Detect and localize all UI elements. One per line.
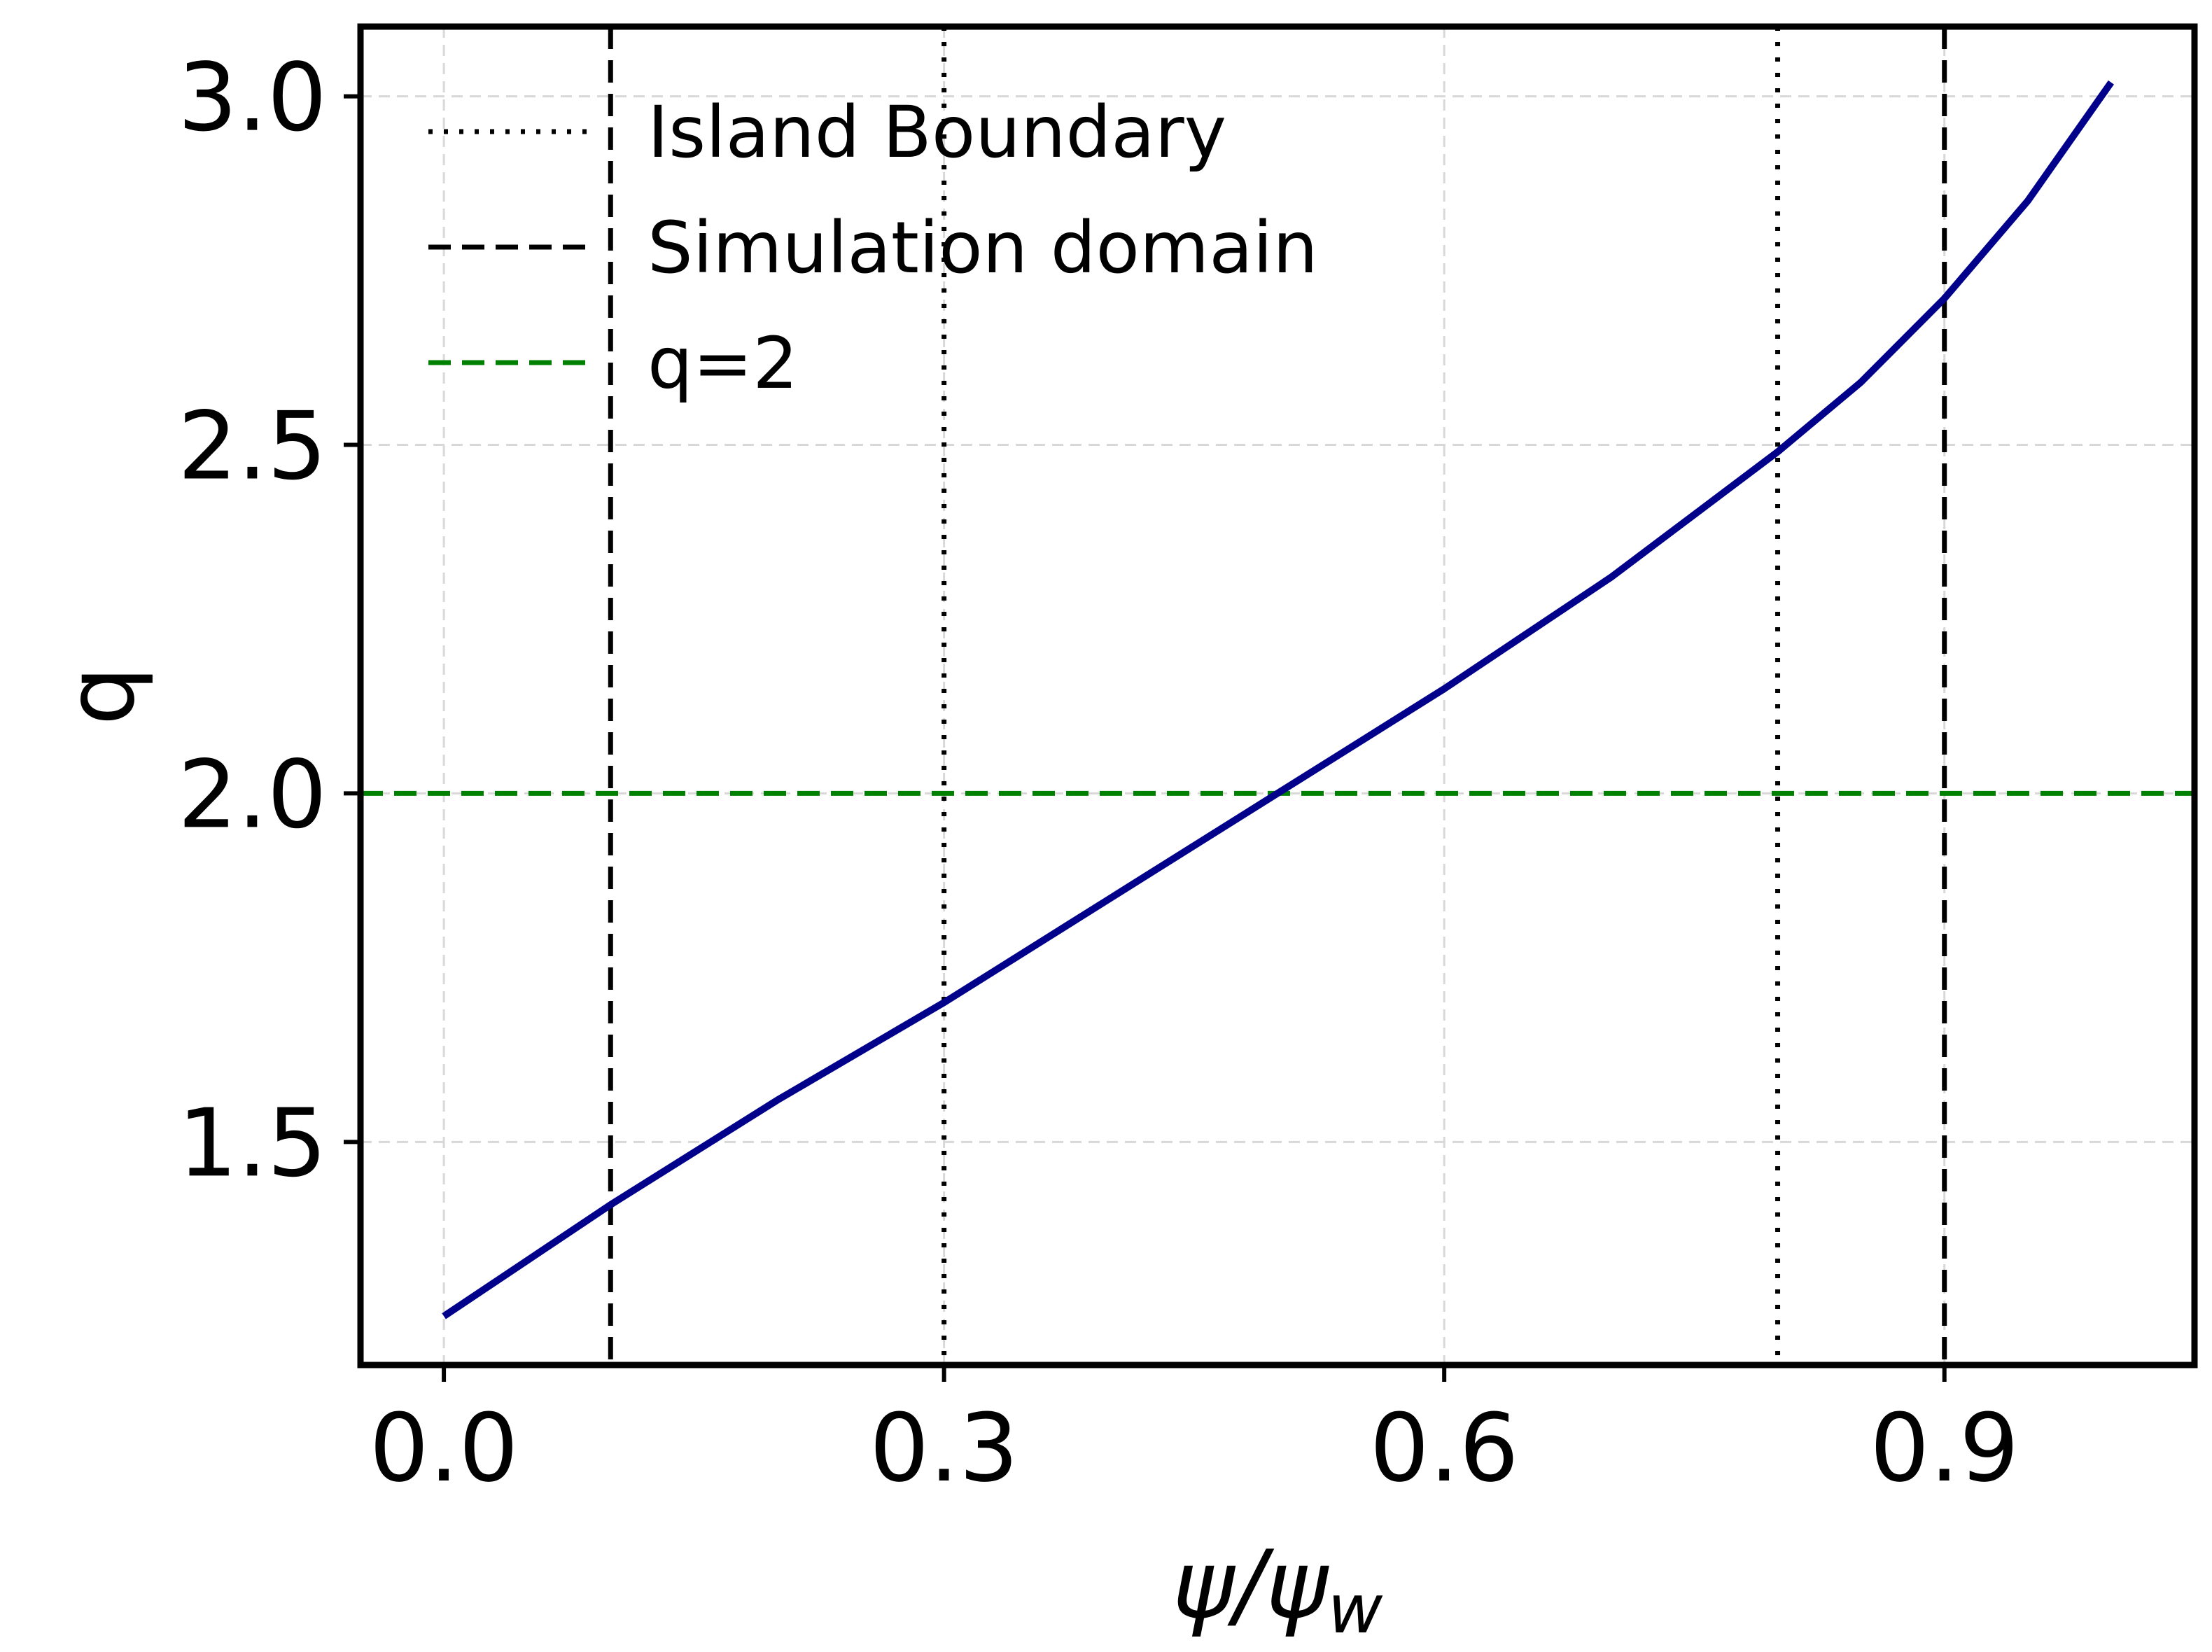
y-tick-label: 2.5: [178, 392, 327, 501]
y-tick-label: 2.0: [178, 740, 327, 849]
legend-label: Island Boundary: [648, 91, 1226, 174]
x-tick-label: 0.0: [370, 1394, 519, 1503]
y-axis-label: q: [46, 666, 155, 725]
legend-label: Simulation domain: [648, 206, 1318, 290]
x-tick-label: 0.6: [1370, 1394, 1519, 1503]
ticks: 0.0 0.3 0.6 0.9 1.5 2.0 2.5 3.0: [178, 43, 2019, 1503]
q-profile-line: [442, 80, 2114, 1320]
x-tick-label: 0.9: [1870, 1394, 2019, 1503]
legend: Island Boundary Simulation domain q=2: [428, 91, 1318, 405]
series-layer: [442, 80, 2114, 1320]
x-axis-label: ψ/ψw: [1172, 1530, 1383, 1648]
x-axis-label-subscript: w: [1328, 1570, 1383, 1648]
y-tick-label: 1.5: [178, 1088, 327, 1198]
plot-frame: [357, 23, 2198, 1368]
legend-label: q=2: [648, 322, 798, 405]
x-tick-label: 0.3: [869, 1394, 1018, 1503]
x-axis-label-main: ψ/ψ: [1172, 1530, 1330, 1639]
y-tick-label: 3.0: [178, 43, 327, 153]
